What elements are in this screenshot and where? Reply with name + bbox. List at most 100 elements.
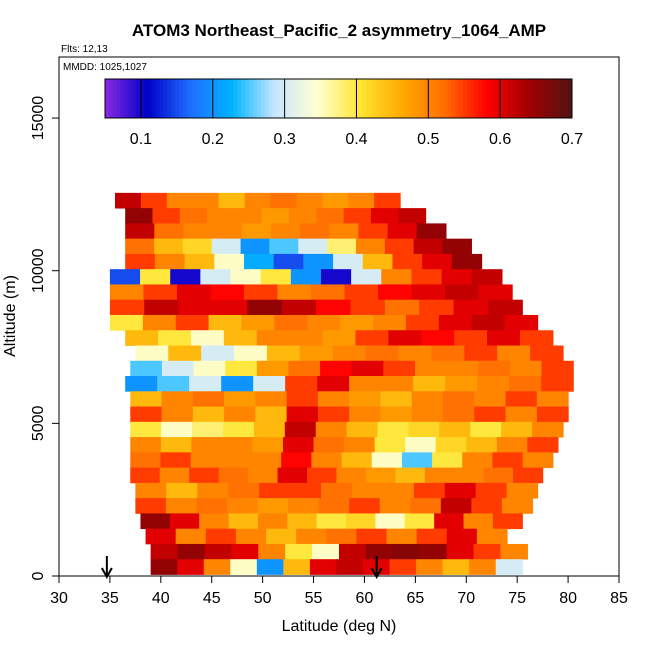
arrow-head — [370, 567, 383, 580]
colorbar-swatch — [264, 79, 269, 118]
colorbar-swatch — [540, 79, 546, 118]
colorbar-swatch — [361, 79, 367, 118]
altitude-band — [109, 269, 503, 285]
heatmap-cell — [241, 223, 272, 240]
heatmap-cell — [109, 314, 144, 331]
heatmap-cell — [509, 360, 543, 377]
colorbar-swatch — [140, 79, 145, 118]
heatmap-cell — [344, 284, 379, 301]
colorbar-swatch — [202, 79, 207, 118]
x-tick-label: 40 — [152, 590, 170, 607]
heatmap-cell — [288, 498, 320, 514]
heatmap-cell — [439, 421, 471, 438]
heatmap-cell — [196, 498, 228, 514]
heatmap-cell — [349, 376, 382, 392]
colorbar-swatch — [466, 79, 472, 118]
heatmap-cell — [381, 376, 414, 392]
heatmap-cell — [398, 345, 433, 362]
heatmap-cell — [487, 299, 523, 316]
colorbar-swatch — [505, 79, 511, 118]
y-axis: 0 5000 10000 15000 — [30, 96, 60, 580]
heatmap-cell — [392, 253, 423, 270]
heatmap-cell — [355, 238, 386, 255]
colorbar-swatch — [198, 79, 203, 118]
heatmap-cell — [327, 238, 357, 255]
altitude-band — [130, 437, 559, 453]
heatmap-cell — [333, 253, 364, 270]
heatmap-cell — [228, 513, 259, 530]
heatmap-cell — [356, 528, 388, 545]
heatmap-cell — [228, 482, 260, 499]
altitude-band — [150, 559, 523, 575]
heatmap-cell — [416, 528, 448, 545]
heatmap-cell — [501, 421, 533, 438]
colorbar-swatch — [486, 79, 491, 118]
heatmap-cell — [109, 284, 145, 301]
heatmap-cell — [189, 376, 222, 392]
heatmap-cell — [317, 406, 350, 423]
heatmap-cell — [190, 452, 222, 469]
colorbar-swatch — [396, 79, 402, 118]
heatmap-cell — [109, 299, 145, 316]
heatmap-cell — [320, 360, 353, 377]
heatmap-cell — [500, 543, 528, 560]
heatmap-cell — [243, 253, 275, 270]
heatmap-cell — [224, 406, 256, 423]
heatmap-cell — [377, 421, 410, 438]
heatmap-cell — [125, 223, 155, 240]
colorbar-swatch — [536, 79, 542, 118]
colorbar-swatch — [459, 79, 464, 118]
colorbar-swatch — [182, 79, 188, 118]
heatmap-cell — [312, 543, 340, 560]
heatmap-cell — [466, 437, 498, 453]
heatmap-cell — [182, 238, 213, 255]
heatmap-cell — [358, 223, 389, 240]
heatmap-cell — [478, 360, 511, 377]
altitude-band — [135, 482, 539, 499]
heatmap-cell — [536, 406, 569, 423]
heatmap-cell — [384, 238, 415, 255]
heatmap-cell — [175, 314, 210, 331]
heatmap-cell — [125, 330, 159, 346]
colorbar-swatch — [451, 79, 456, 118]
heatmap-cell — [336, 467, 367, 484]
colorbar-swatch — [291, 79, 297, 118]
heatmap-cell — [154, 253, 186, 270]
heatmap-cell — [218, 467, 249, 484]
heatmap-cell — [445, 376, 478, 392]
heatmap-cell — [270, 192, 298, 209]
colorbar-swatch — [342, 79, 347, 118]
heatmap-cell — [383, 360, 416, 377]
heatmap-cell — [389, 559, 417, 575]
colorbar-swatch — [513, 79, 519, 118]
altitude-band — [135, 345, 564, 362]
heatmap-cell — [251, 452, 282, 469]
heatmap-cell — [365, 543, 394, 560]
heatmap-cell — [341, 452, 373, 469]
altitude-band — [140, 513, 523, 530]
dates-label: MMDD: 1025,1027 — [63, 62, 147, 73]
x-tick-label: 60 — [356, 590, 374, 607]
heatmap-cell — [166, 482, 198, 499]
colorbar-swatch — [105, 79, 110, 118]
altitude-band — [125, 376, 574, 392]
colorbar-swatch — [322, 79, 328, 118]
heatmap-cell — [422, 253, 453, 270]
colorbar-swatch — [132, 79, 137, 118]
heatmap-cell — [317, 391, 350, 407]
colorbar-swatch — [315, 79, 320, 118]
heatmap-cell — [244, 192, 272, 209]
colorbar-swatch — [521, 79, 526, 118]
heatmap-cell — [208, 314, 243, 331]
heatmap-cell — [169, 513, 200, 530]
heatmap-cell — [115, 192, 142, 209]
colorbar: 0.1 0.2 0.3 0.4 0.5 0.6 0.7 — [104, 78, 583, 148]
heatmap-cell — [329, 223, 360, 240]
colorbar-swatch — [303, 79, 308, 118]
colorbar-swatch — [428, 79, 433, 118]
colorbar-swatch — [482, 79, 487, 118]
heatmap-cell — [315, 421, 348, 438]
colorbar-swatch — [381, 79, 386, 118]
colorbar-tick-label: 0.4 — [345, 131, 367, 148]
colorbar-swatch — [548, 79, 554, 118]
